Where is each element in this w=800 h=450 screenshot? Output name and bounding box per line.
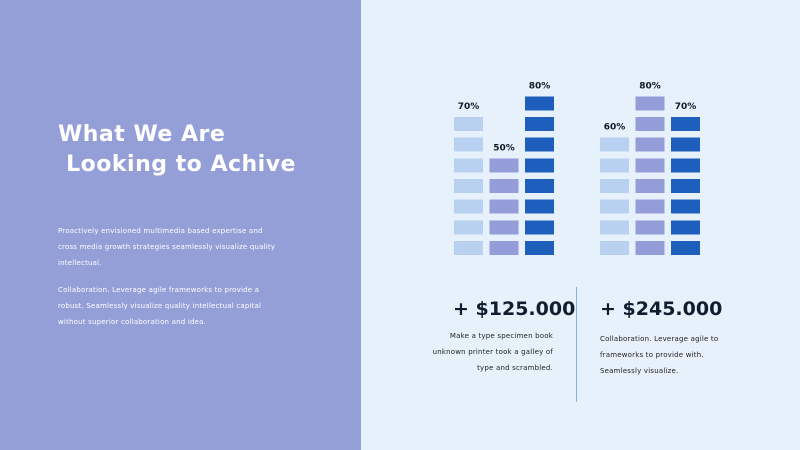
bar-cell-g2-b2-8 — [635, 96, 665, 111]
data-label-g2-b3: 70% — [675, 102, 697, 112]
stat-description-1: Make a type specimen book unknown printe… — [432, 332, 553, 372]
headline: What We Are Looking to Achive — [58, 122, 296, 177]
bar-cell-g2-b3-7 — [671, 116, 700, 131]
bar-cell-g2-b2-6 — [635, 137, 665, 152]
bar-cell-g2-b1-5 — [600, 158, 629, 173]
bar-cell-g1-b2-3 — [489, 199, 519, 214]
bar-cell-g1-b3-7 — [525, 116, 554, 131]
stat-value-1: + $125.000 — [453, 298, 576, 320]
bar-cell-g1-b2-2 — [489, 220, 519, 235]
bar-cell-g1-b3-6 — [525, 137, 554, 152]
bar-cell-g1-b1-4 — [454, 178, 483, 193]
bar-cell-g2-b2-4 — [635, 178, 665, 193]
bar-cell-g1-b3-4 — [525, 178, 554, 193]
bar-cell-g1-b1-3 — [454, 199, 483, 214]
bar-cell-g2-b2-3 — [635, 199, 665, 214]
bar-cell-g2-b1-6 — [600, 137, 629, 152]
data-label-g2-b2: 80% — [639, 81, 661, 91]
bar-cell-g1-b1-7 — [454, 116, 483, 131]
bar-cell-g2-b1-4 — [600, 178, 629, 193]
bar-cell-g1-b1-5 — [454, 158, 483, 173]
bar-cell-g2-b3-5 — [671, 158, 700, 173]
bar-cell-g1-b2-5 — [489, 158, 519, 173]
bar-cell-g1-b3-8 — [525, 96, 554, 111]
bar-cell-g2-b3-3 — [671, 199, 700, 214]
bar-cell-g2-b1-1 — [600, 241, 629, 255]
bar-cell-g2-b2-7 — [635, 116, 665, 131]
stat-description-2: Collaboration. Leverage agile to framewo… — [600, 335, 719, 375]
bar-cell-g1-b1-6 — [454, 137, 483, 152]
bar-cell-g2-b2-2 — [635, 220, 665, 235]
bar-cell-g2-b3-1 — [671, 241, 700, 255]
collaboration-paragraph: Collaboration. Leverage agile frameworks… — [58, 286, 262, 326]
bar-cell-g2-b3-6 — [671, 137, 700, 152]
bar-cell-g2-b2-5 — [635, 158, 665, 173]
stats-divider — [576, 287, 577, 402]
bar-cell-g1-b2-1 — [489, 241, 519, 255]
bar-cell-g1-b2-4 — [489, 178, 519, 193]
bar-cell-g2-b1-2 — [600, 220, 629, 235]
bar-cell-g2-b1-3 — [600, 199, 629, 214]
bar-cell-g2-b3-4 — [671, 178, 700, 193]
bar-cell-g1-b3-3 — [525, 199, 554, 214]
bar-chart: 70% 50% 80% 60% 80% 70% — [454, 81, 700, 255]
bar-cell-g2-b2-1 — [635, 241, 665, 255]
bar-cell-g2-b3-2 — [671, 220, 700, 235]
data-label-g2-b1: 60% — [604, 123, 626, 133]
bar-cell-g1-b3-5 — [525, 158, 554, 173]
bar-cell-g1-b1-2 — [454, 220, 483, 235]
left-panel — [0, 0, 361, 450]
bar-cell-g1-b3-1 — [525, 241, 554, 255]
data-label-g1-b2: 50% — [493, 143, 515, 153]
bar-cell-g1-b3-2 — [525, 220, 554, 235]
bar-cell-g1-b1-1 — [454, 241, 483, 255]
data-label-g1-b1: 70% — [458, 102, 480, 112]
stat-value-2: + $245.000 — [600, 298, 723, 320]
intro-paragraph: Proactively envisioned multimedia based … — [58, 227, 276, 267]
data-label-g1-b3: 80% — [529, 81, 551, 91]
